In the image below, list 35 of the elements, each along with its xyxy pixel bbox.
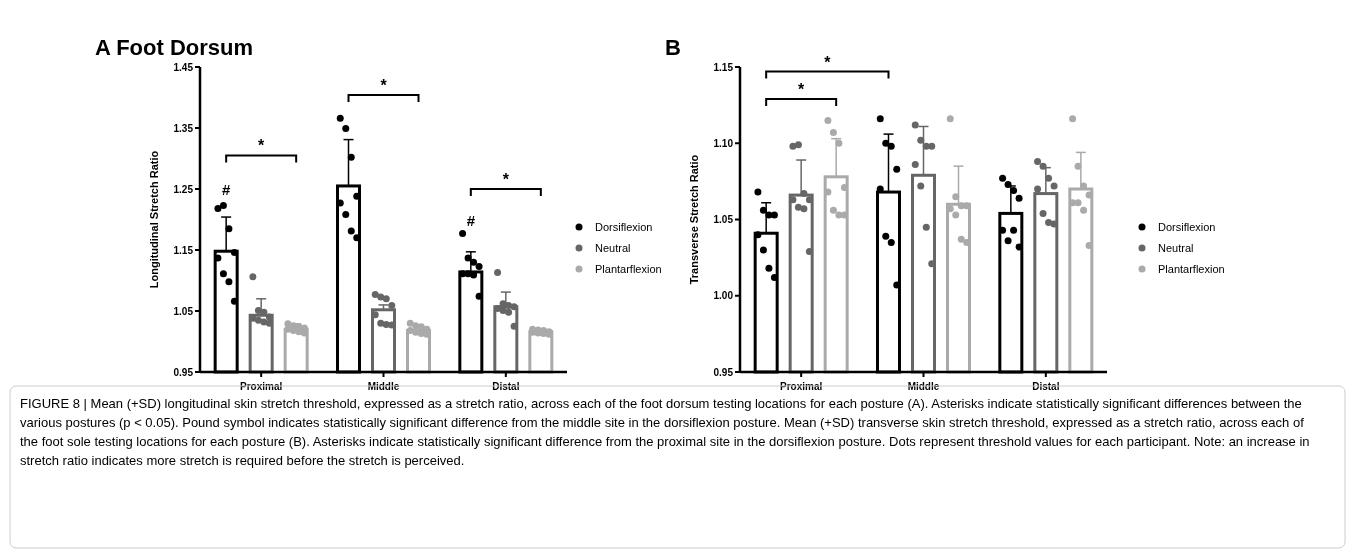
chart-title: A Foot Dorsum [95,35,254,60]
y-tick-label: 1.10 [713,137,734,149]
x-tick-label: Middle [907,381,940,392]
y-tick-label: 1.25 [173,183,194,195]
y-tick-label: 0.95 [173,366,194,378]
y-axis-title: Transverse Stretch Ratio [688,154,700,285]
x-tick-label: Proximal [780,381,823,392]
annotation: * [258,137,266,155]
legend-label: Dorsiflexion [1158,220,1216,233]
annotation: * [380,77,388,95]
annotation: * [502,171,510,188]
y-tick-label: 0.95 [713,366,734,378]
y-tick-label: 1.05 [173,305,194,317]
y-tick-label: 1.00 [713,290,734,302]
chart-title: B [665,35,681,60]
y-tick-label: 1.15 [173,244,194,256]
legend-label: Plantarflexion [1158,262,1225,275]
annotation: * [824,53,832,71]
annotation: # [466,211,476,229]
x-tick-label: Distal [492,381,520,392]
legend-label: Neutral [595,241,631,254]
annotation: * [798,81,806,99]
caption: FIGURE 8 | Mean (+SD) longitudinal skin stretch threshold, expressed as a stretch ratio, across each of the foot dorsum testing locations for each posture (A). Asterisks indicate statistically significant differences between the various postures (p < 0.05). Pound symbol indicates statistically significant difference from the middle site in the dorsiflexion posture. Mean (+SD) transverse skin stretch threshold, expressed as a stretch ratio, across each of the foot sole testing locations for each posture (B). Asterisks indicate statistically significant difference from the proximal site in the dorsiflexion posture. Dots represent threshold values for each participant. Note: an increase in stretch ratio indicates more stretch is required before the stretch is perceived. [20,396,1310,468]
legend-label: Dorsiflexion [595,220,653,233]
x-tick-label: Distal [1032,381,1060,392]
x-tick-label: Middle [367,381,400,392]
legend-label: Neutral [1158,241,1194,254]
y-axis-title: Longitudinal Stretch Ratio [148,150,160,289]
x-tick-label: Proximal [240,381,283,392]
y-tick-label: 1.05 [713,214,734,225]
y-tick-label: 1.15 [713,61,734,73]
y-tick-label: 1.45 [173,61,194,73]
legend-label: Plantarflexion [595,262,662,275]
y-tick-label: 1.35 [173,122,194,134]
annotation: # [221,181,231,199]
